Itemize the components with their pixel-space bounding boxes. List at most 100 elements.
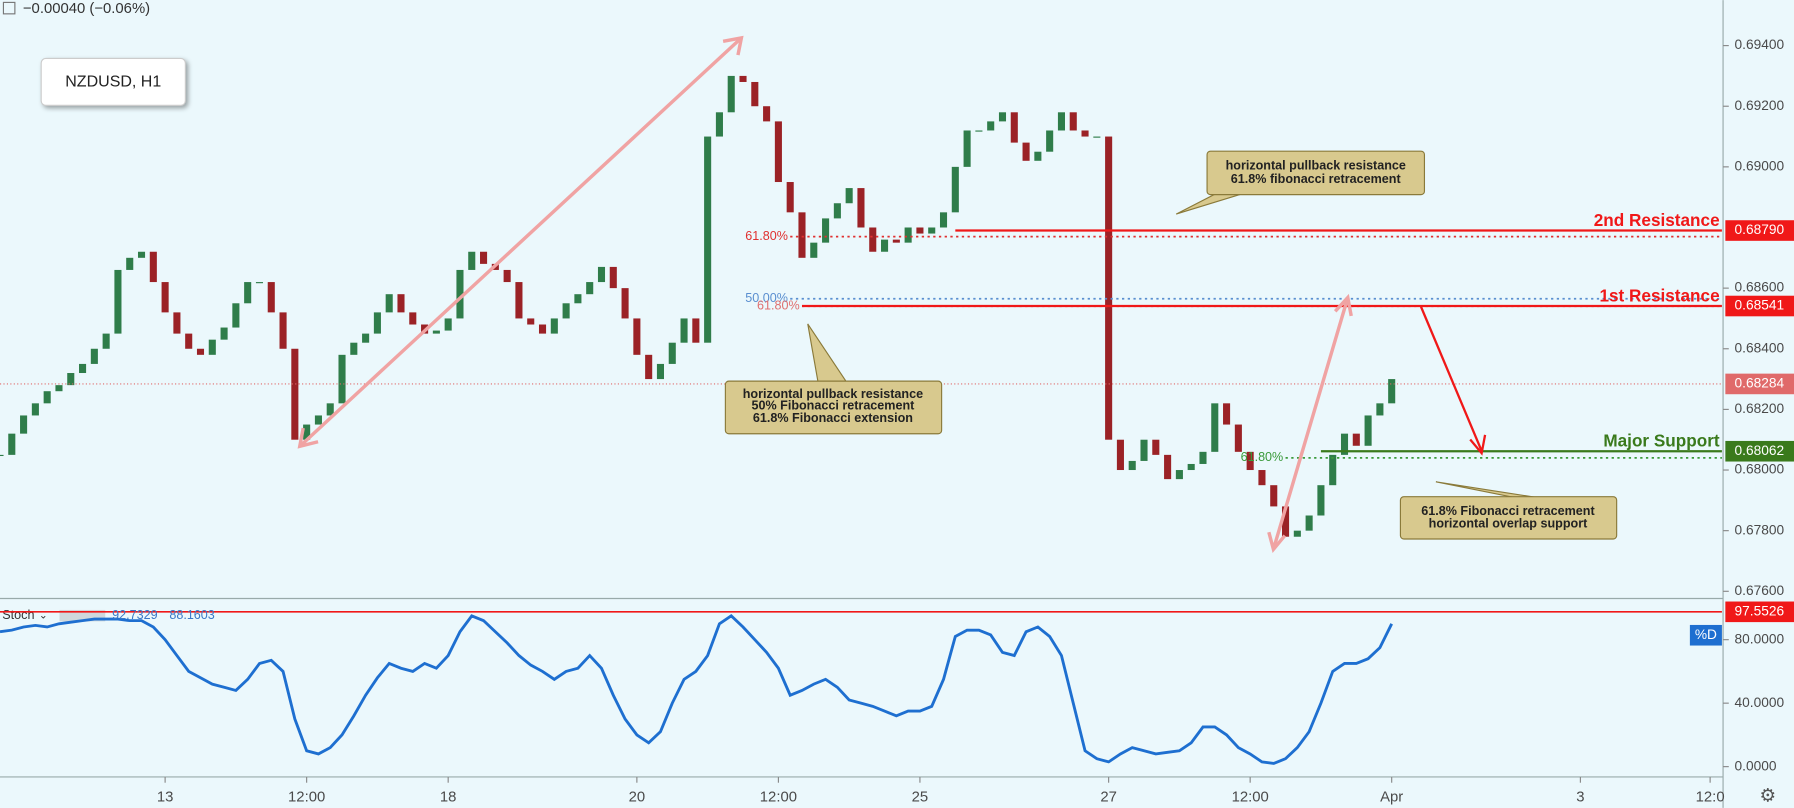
candle — [951, 166, 959, 213]
candle — [255, 282, 264, 284]
candle — [751, 81, 759, 107]
candle — [291, 348, 299, 440]
candle — [326, 403, 334, 416]
price-tag — [1725, 440, 1794, 462]
candle — [786, 182, 794, 213]
candle — [161, 282, 169, 313]
candle — [1388, 379, 1396, 404]
candle — [963, 130, 971, 167]
y-tick-label: 80.0000 — [1735, 631, 1785, 646]
price-tag-label: 0.68790 — [1735, 222, 1785, 237]
candle — [1282, 506, 1290, 537]
candle — [456, 269, 464, 319]
candle — [196, 348, 205, 355]
y-tick-label: 0.69200 — [1735, 98, 1785, 113]
projection-arrow — [1419, 306, 1487, 456]
candle — [1305, 515, 1313, 531]
candle — [55, 385, 63, 392]
candle — [1246, 451, 1254, 471]
candle — [362, 333, 370, 343]
price-tag — [1725, 295, 1794, 317]
y-tick-label: 0.67800 — [1735, 522, 1785, 537]
candle — [515, 282, 523, 319]
candle — [314, 415, 322, 425]
candle — [90, 348, 98, 364]
candle — [739, 75, 747, 82]
candle — [244, 282, 252, 304]
indicator-menu[interactable]: ⌄ — [39, 610, 48, 621]
settings-icon[interactable]: ⚙ — [1759, 784, 1775, 805]
candle — [397, 294, 405, 313]
candle — [939, 212, 948, 228]
candle — [1364, 415, 1372, 446]
x-tick-label: 18 — [440, 790, 457, 806]
annotation-text: 61.8% fibonacci retracement — [1231, 172, 1402, 186]
candle — [114, 269, 122, 334]
candle — [338, 354, 346, 404]
candle — [1187, 463, 1195, 471]
candle — [1199, 451, 1207, 464]
y-tick-label: 0.68600 — [1735, 280, 1785, 295]
x-tick-label: 13 — [157, 790, 174, 806]
candle — [480, 251, 488, 264]
candle — [1317, 485, 1325, 516]
collapse-icon[interactable] — [2, 1, 16, 15]
candle — [822, 218, 830, 243]
candle — [597, 266, 606, 283]
candle — [704, 136, 712, 343]
candle — [1293, 530, 1301, 537]
candle — [149, 251, 157, 283]
candle — [609, 266, 617, 289]
candle — [774, 121, 782, 183]
candle — [1340, 433, 1349, 455]
indicator-icons[interactable] — [59, 609, 106, 622]
candle — [928, 227, 936, 234]
annotation-text: horizontal overlap support — [1429, 516, 1588, 530]
candle — [1116, 439, 1124, 471]
x-tick-label: 25 — [912, 790, 929, 806]
candle — [1140, 439, 1148, 461]
candle — [645, 354, 653, 380]
symbol-title: NZDUSD, H1 — [65, 74, 161, 91]
candle — [562, 303, 570, 319]
price-tag — [1725, 220, 1794, 241]
candle — [220, 327, 228, 340]
candle — [680, 318, 688, 343]
candle — [1258, 470, 1266, 486]
x-tick-label: 20 — [629, 790, 646, 806]
candle — [550, 318, 558, 334]
candle — [833, 203, 841, 219]
candle — [987, 121, 995, 131]
fib-label: 61.80% — [745, 229, 788, 243]
candle — [173, 312, 181, 334]
legend-label: %D — [1695, 627, 1717, 642]
candle — [1081, 130, 1089, 137]
candle — [1376, 403, 1384, 416]
candle — [527, 318, 535, 325]
annotation-text: 61.8% Fibonacci extension — [753, 411, 913, 425]
x-tick-label: 12:00 — [288, 790, 325, 806]
candle — [975, 130, 983, 132]
candle — [43, 391, 51, 404]
candle — [1175, 470, 1183, 480]
candle — [208, 339, 216, 355]
candle — [538, 324, 547, 334]
candle — [1211, 403, 1219, 452]
price-tag — [1725, 373, 1794, 395]
candle — [1034, 151, 1042, 161]
candle — [715, 112, 723, 137]
y-tick-label: 0.69000 — [1735, 158, 1785, 173]
candle — [656, 363, 665, 380]
x-tick-label: 12:00 — [1232, 790, 1269, 806]
candle — [586, 282, 594, 295]
x-tick-label: 12:0 — [1696, 790, 1725, 806]
trend-arrows — [297, 35, 1353, 553]
y-tick-label: 0.68000 — [1735, 462, 1785, 477]
x-tick-label: 12:00 — [760, 790, 797, 806]
candle — [869, 227, 877, 252]
candle — [881, 239, 889, 252]
price-tag — [1725, 601, 1794, 623]
y-tick-label: 0.0000 — [1735, 758, 1777, 773]
fib-label: 61.80% — [757, 299, 800, 313]
